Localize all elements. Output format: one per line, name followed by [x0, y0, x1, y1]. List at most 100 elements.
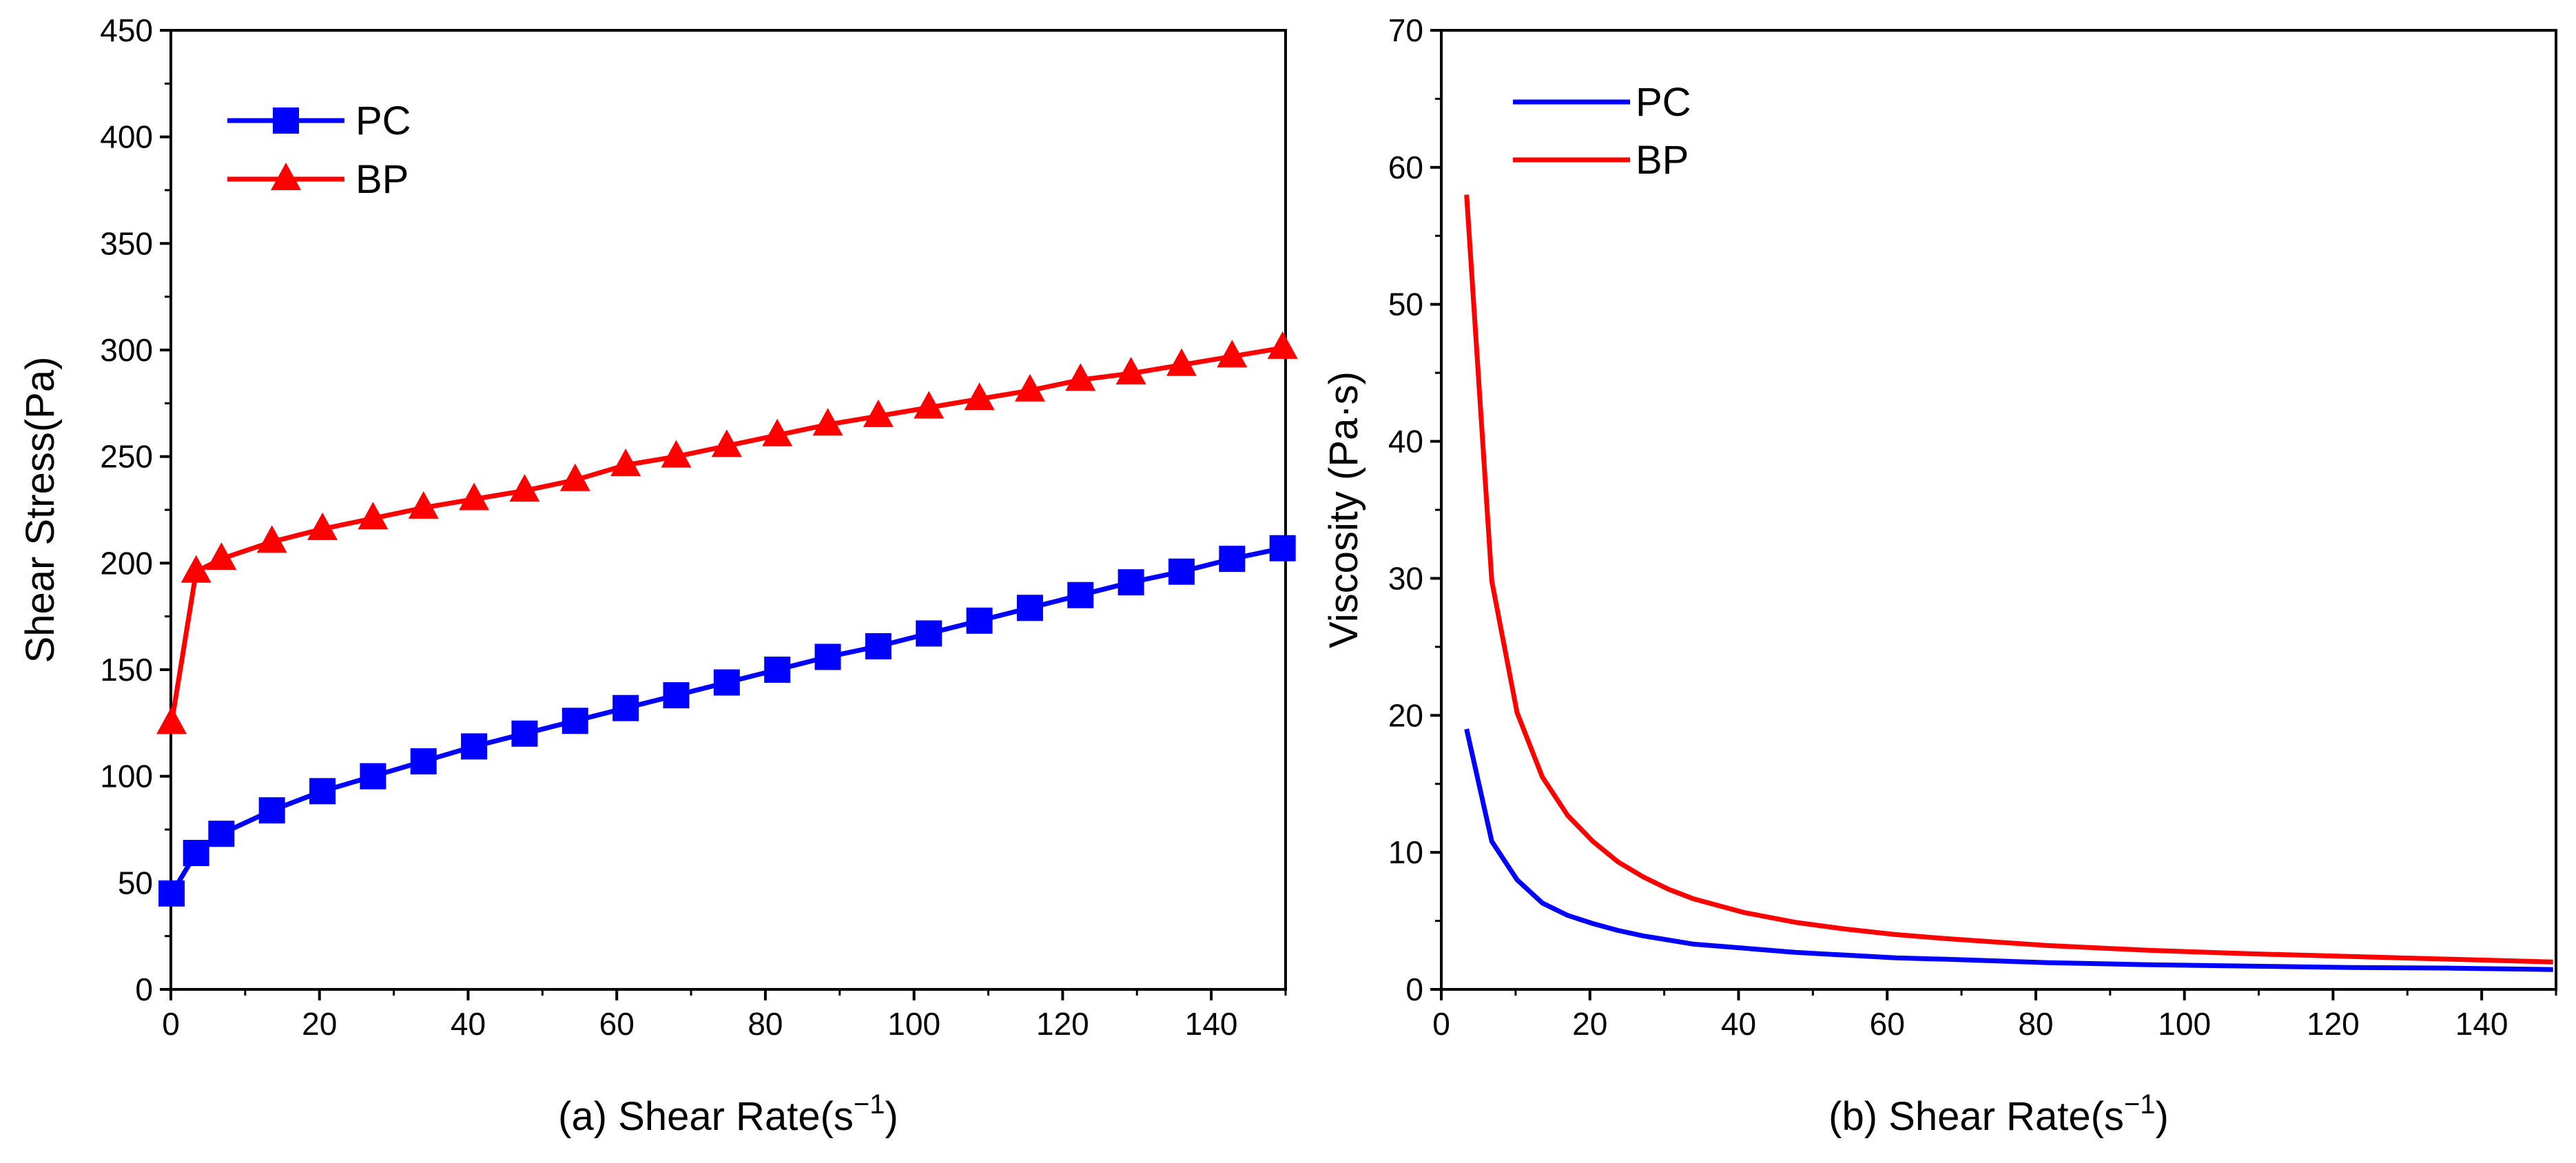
data-point-bp	[914, 391, 945, 419]
legend-b: PC BP	[1513, 80, 1691, 183]
x-axis-title-a-main: (a) Shear Rate(s	[558, 1094, 854, 1139]
data-point-pc	[1269, 535, 1296, 562]
x-tick-label: 100	[887, 1006, 940, 1042]
data-point-bp	[1065, 363, 1096, 391]
y-axis-title-a: Shear Stress(Pa)	[18, 357, 63, 663]
data-point-pc	[360, 763, 387, 790]
y-tick-label: 30	[1388, 560, 1423, 596]
x-tick-label: 120	[1036, 1006, 1089, 1042]
legend-label-bp: BP	[1636, 138, 1689, 183]
data-point-pc	[158, 880, 185, 907]
y-tick-label: 40	[1388, 424, 1423, 460]
series-line-bp	[1464, 194, 2553, 965]
plot-area-b: 0 20 40 60 80 100 120 140 0 10 20 30 40 50 60 70	[1388, 12, 2557, 1042]
x-tick-label: 140	[1185, 1006, 1238, 1042]
data-point-bp	[1014, 373, 1045, 402]
y-tick-label: 150	[100, 652, 153, 688]
series-line-pc	[1464, 728, 2553, 972]
x-tick-label: 140	[2455, 1006, 2508, 1042]
y-tick-label: 50	[118, 865, 153, 900]
x-tick-label: 20	[1572, 1006, 1607, 1042]
x-axis-title-a-tail: )	[885, 1094, 898, 1139]
legend-marker-pc	[273, 107, 299, 134]
data-point-pc	[814, 644, 841, 670]
x-tick-label: 80	[2018, 1006, 2053, 1042]
plot-area-a: 0 20 40 60 80 100 120 140 0 50 100 150 200 250 300 350 4…	[100, 12, 1298, 1042]
data-layer	[1464, 194, 2553, 972]
y-axis-title-b: Viscosity (Pa·s)	[1321, 371, 1366, 648]
data-point-pc	[663, 682, 690, 709]
y-tick-label: 250	[100, 439, 153, 475]
data-point-bp	[156, 706, 187, 734]
x-axis-title-b-main: (b) Shear Rate(s	[1828, 1094, 2124, 1139]
x-tick-label: 60	[1870, 1006, 1905, 1042]
data-point-pc	[183, 840, 209, 867]
data-point-bp	[863, 399, 894, 427]
data-point-bp	[408, 491, 439, 519]
x-axis-title-b-superscript: −1	[2124, 1089, 2156, 1120]
data-point-bp	[307, 512, 338, 540]
x-tick-label: 0	[162, 1006, 180, 1042]
x-axis-title-a-superscript: −1	[854, 1089, 885, 1120]
x-tick-label: 40	[451, 1006, 486, 1042]
data-point-pc	[511, 720, 538, 747]
data-point-pc	[865, 632, 892, 659]
y-tick-label: 350	[100, 225, 153, 261]
chart-shear-stress: 0 20 40 60 80 100 120 140 0 50 100 150 200 250 300 350 4…	[18, 12, 1298, 1139]
y-tick-label: 400	[100, 119, 153, 155]
x-tick-label: 40	[1721, 1006, 1756, 1042]
x-tick-label: 0	[1432, 1006, 1450, 1042]
legend-label-pc: PC	[1636, 80, 1691, 125]
data-point-pc	[561, 708, 588, 734]
data-point-bp	[610, 449, 641, 477]
y-tick-label: 450	[100, 12, 153, 48]
data-point-pc	[1016, 595, 1043, 621]
data-point-pc	[461, 733, 488, 760]
y-tick-label: 300	[100, 332, 153, 368]
data-point-bp	[1115, 357, 1146, 385]
legend-label-bp: BP	[356, 157, 409, 202]
data-point-pc	[713, 669, 740, 696]
y-tick-label: 100	[100, 759, 153, 794]
data-point-pc	[764, 657, 791, 683]
data-point-bp	[964, 382, 995, 411]
data-point-bp	[661, 440, 692, 468]
y-tick-label: 10	[1388, 834, 1423, 870]
x-axis-title-b: (b) Shear Rate(s−1)	[1828, 1089, 2169, 1139]
data-point-pc	[1067, 582, 1094, 608]
data-point-bp	[459, 482, 490, 511]
data-point-pc	[1219, 546, 1246, 573]
data-point-pc	[258, 797, 285, 824]
data-point-pc	[309, 778, 336, 805]
data-point-bp	[1217, 340, 1248, 368]
x-tick-label: 20	[302, 1006, 337, 1042]
legend-a: PC BP	[227, 99, 411, 202]
x-axis-title-a: (a) Shear Rate(s−1)	[558, 1089, 898, 1139]
x-tick-label: 120	[2307, 1006, 2360, 1042]
x-tick-label: 80	[748, 1006, 783, 1042]
data-point-pc	[966, 607, 993, 634]
data-point-bp	[1166, 348, 1197, 376]
y-tick-label: 0	[135, 971, 153, 1007]
legend-marker-bp	[271, 163, 301, 190]
y-tick-label: 200	[100, 545, 153, 581]
data-point-bp	[509, 474, 540, 502]
y-tick-label: 0	[1405, 971, 1423, 1007]
y-tick-label: 60	[1388, 150, 1423, 185]
data-point-pc	[410, 748, 437, 775]
x-tick-label: 60	[599, 1006, 635, 1042]
y-tick-label: 20	[1388, 697, 1423, 733]
data-point-bp	[812, 408, 843, 436]
data-point-bp	[762, 418, 793, 446]
y-tick-label: 50	[1388, 287, 1423, 322]
data-point-bp	[559, 463, 590, 491]
data-point-bp	[206, 542, 237, 570]
data-point-pc	[916, 620, 942, 647]
y-tick-label: 70	[1388, 12, 1423, 48]
data-point-bp	[1267, 331, 1298, 359]
data-point-bp	[256, 525, 287, 553]
data-point-bp	[711, 429, 742, 457]
data-point-pc	[612, 694, 639, 721]
